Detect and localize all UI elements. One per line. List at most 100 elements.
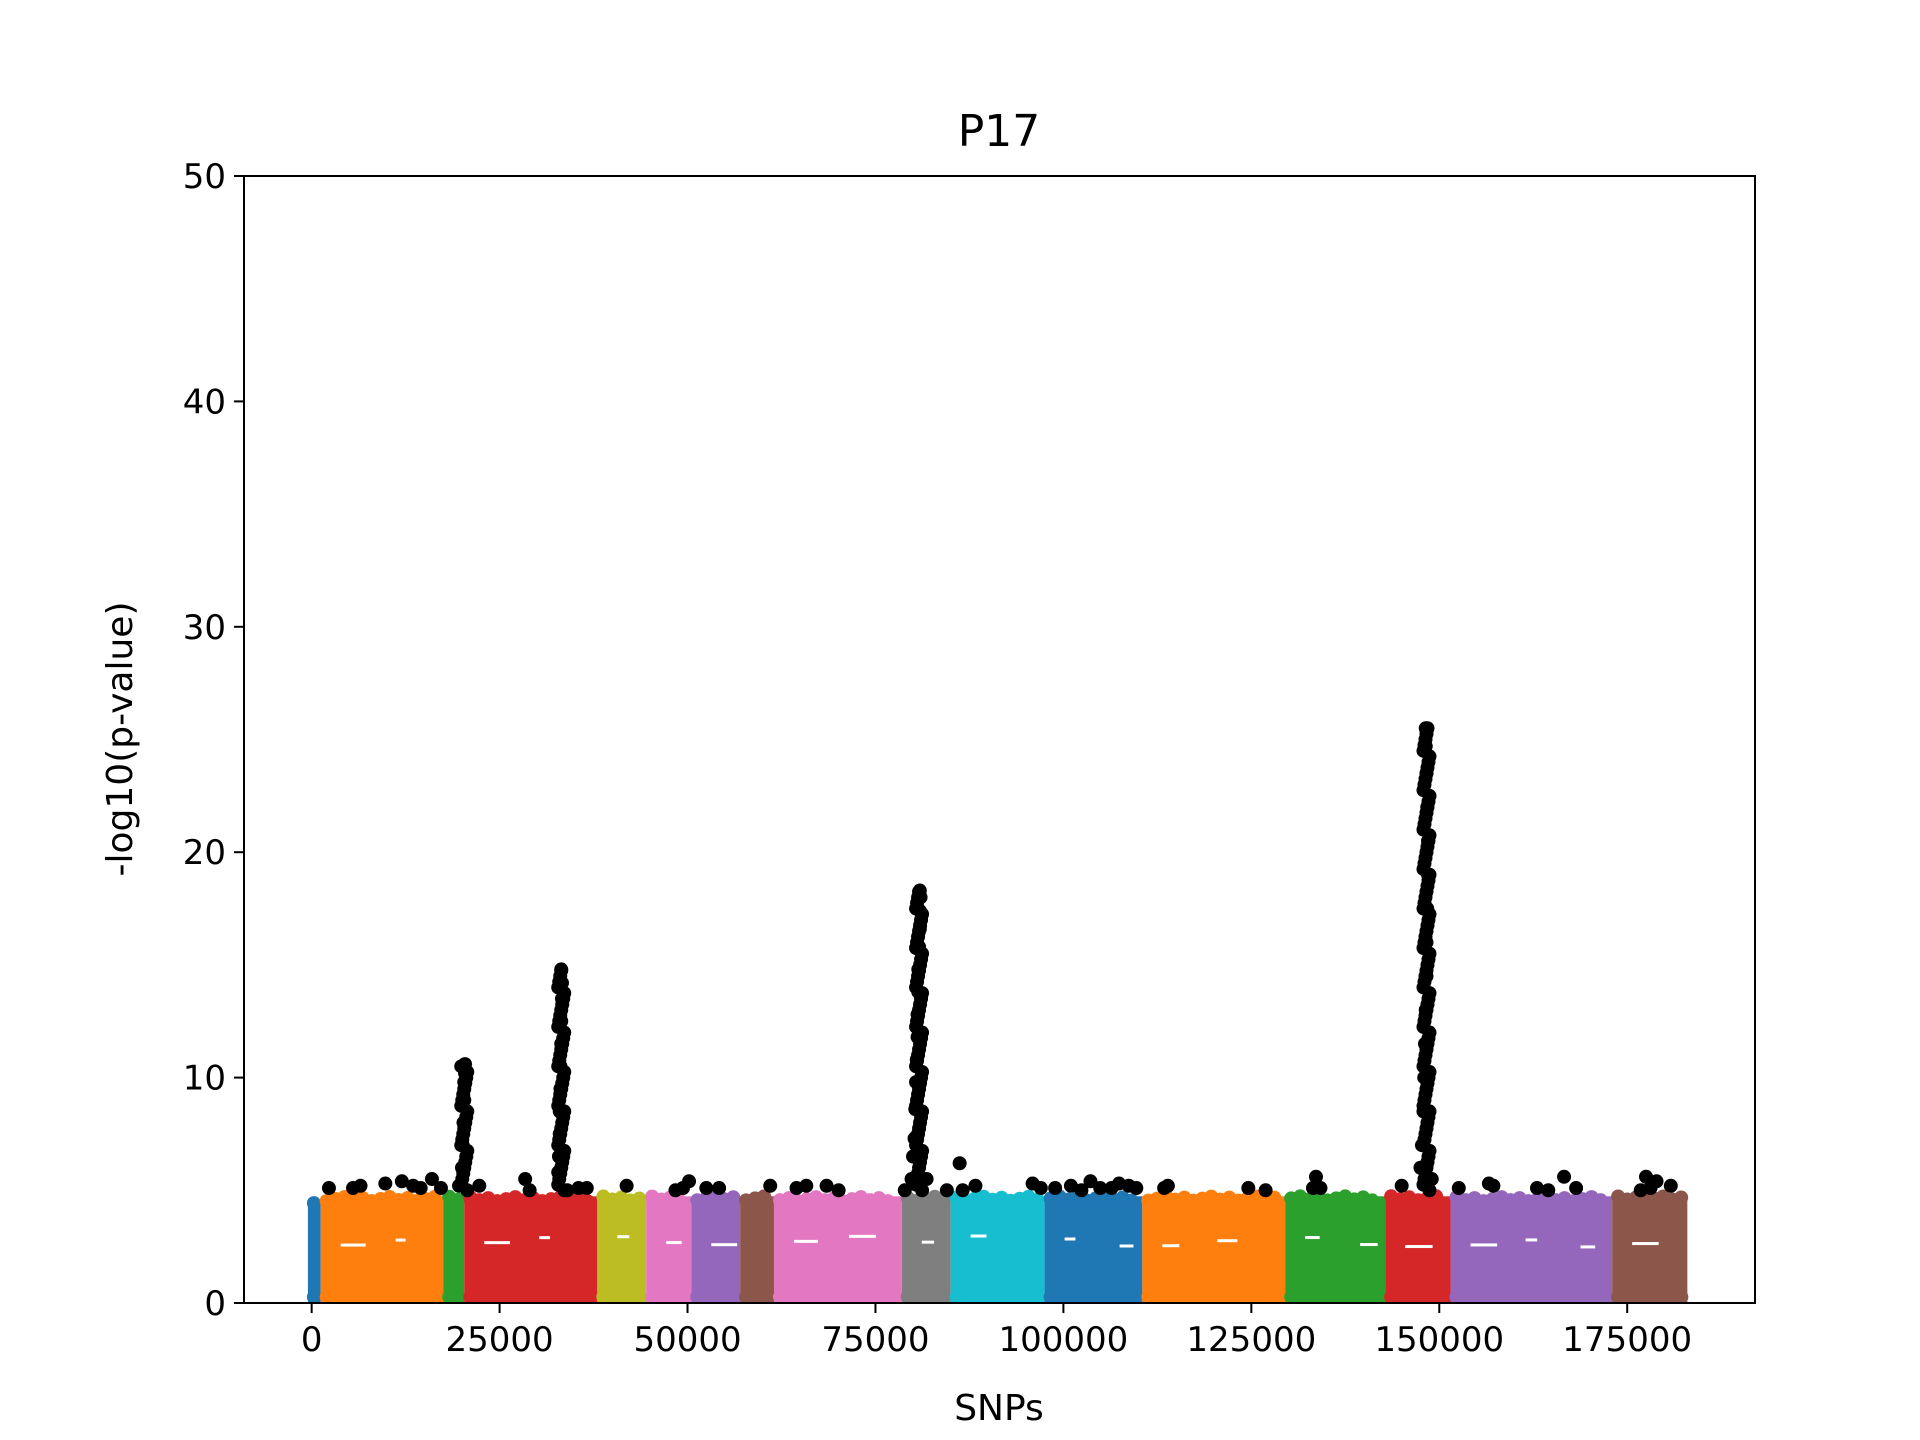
snp-point [457, 1093, 472, 1108]
snp-point [1048, 1181, 1063, 1196]
snp-point [1451, 1181, 1466, 1196]
band-gap [711, 1243, 738, 1247]
band-gap [484, 1241, 511, 1245]
snp-point [912, 883, 927, 898]
snp-point [1420, 901, 1435, 916]
snp-point [1074, 1183, 1089, 1198]
chromosome-band [319, 1190, 445, 1303]
snp-point [456, 1115, 471, 1130]
snp-point [799, 1178, 814, 1193]
snp-point [321, 1181, 336, 1196]
snp-point [911, 984, 926, 999]
snp-point [906, 1149, 921, 1164]
band-gap [1305, 1236, 1320, 1240]
chromosome-band [1141, 1189, 1287, 1303]
axes-frame [243, 175, 1756, 1304]
snp-point [955, 1183, 970, 1198]
chromosome-band [690, 1189, 742, 1303]
y-tick-label: 50 [183, 157, 226, 197]
y-axis-label: -log10(p-value) [100, 602, 141, 877]
snp-point [522, 1183, 537, 1198]
snp-point [831, 1183, 846, 1198]
band-gap [848, 1234, 876, 1238]
snp-point [1416, 1104, 1431, 1119]
snp-point [554, 1014, 569, 1029]
snp-point [1160, 1178, 1175, 1193]
snp-point [1083, 1174, 1098, 1189]
band-gap [1162, 1244, 1180, 1248]
x-axis-ticks: 0 25000 50000 75000 100000 125000 150000 175000 [301, 1303, 1692, 1360]
chromosome-band [442, 1189, 466, 1303]
chromosome-band [900, 1189, 952, 1303]
snp-point [552, 1126, 567, 1141]
snp-point [1308, 1169, 1323, 1184]
band-gap [1064, 1237, 1076, 1241]
snp-point [378, 1176, 393, 1191]
snp-point [1033, 1181, 1048, 1196]
snp-point [1557, 1169, 1572, 1184]
x-tick-label: 175000 [1562, 1320, 1692, 1360]
x-tick-label: 25000 [446, 1320, 554, 1360]
chromosome-band [1284, 1189, 1387, 1303]
snp-point [1529, 1181, 1544, 1196]
snp-point [1569, 1181, 1584, 1196]
snp-point [910, 1007, 925, 1022]
snp-point [579, 1181, 594, 1196]
snp-point [1129, 1181, 1144, 1196]
snp-point [553, 1081, 568, 1096]
band-gap [1470, 1243, 1498, 1247]
band-gap [1580, 1245, 1596, 1249]
snp-point [919, 1172, 934, 1187]
band-gap [539, 1236, 551, 1240]
snp-point [1241, 1181, 1256, 1196]
snp-point [1649, 1174, 1664, 1189]
snp-point [1418, 1002, 1433, 1017]
significant-peak-columns [454, 721, 1437, 1198]
snp-point [1418, 721, 1433, 736]
snp-point [1417, 1070, 1432, 1085]
snp-point [952, 1156, 967, 1171]
snp-point [1419, 969, 1434, 984]
snp-point [910, 1030, 925, 1045]
snp-point [553, 1059, 568, 1074]
band-gap [1360, 1243, 1378, 1247]
y-tick-label: 40 [183, 382, 226, 422]
chromosome-band [949, 1189, 1046, 1303]
snp-point [968, 1178, 983, 1193]
snp-point [1424, 1172, 1439, 1187]
chromosome-band [1043, 1189, 1144, 1303]
snp-point [554, 991, 569, 1006]
snp-point [912, 939, 927, 954]
x-axis-label: SNPs [954, 1388, 1044, 1429]
snp-point [1418, 739, 1433, 754]
chart-title: P17 [958, 106, 1041, 157]
x-tick-label: 75000 [821, 1320, 929, 1360]
y-tick-label: 30 [183, 608, 226, 648]
y-axis-ticks: 0 10 20 30 40 50 [183, 157, 244, 1324]
chromosome-band [1384, 1189, 1452, 1303]
x-tick-label: 100000 [998, 1320, 1128, 1360]
snp-point [1093, 1181, 1108, 1196]
chromosome-band [772, 1190, 903, 1303]
snp-point [904, 1172, 919, 1187]
snp-point [619, 1178, 634, 1193]
snp-point [1419, 935, 1434, 950]
snp-point [909, 1075, 924, 1090]
snp-point [554, 1036, 569, 1051]
chromosome-band [463, 1190, 599, 1303]
band-gap [1217, 1239, 1238, 1243]
snp-point [682, 1174, 697, 1189]
band-gap [1525, 1238, 1538, 1242]
snp-point [712, 1181, 727, 1196]
snp-point [455, 1138, 470, 1153]
snp-point [451, 1178, 466, 1193]
snp-point [1414, 1138, 1429, 1153]
band-gap [617, 1235, 630, 1239]
snp-point [424, 1172, 439, 1187]
significant-snp-points [321, 721, 1678, 1198]
snp-point [1419, 766, 1434, 781]
snp-point [1313, 1181, 1328, 1196]
snp-point [819, 1178, 834, 1193]
band-gap [1405, 1245, 1433, 1249]
